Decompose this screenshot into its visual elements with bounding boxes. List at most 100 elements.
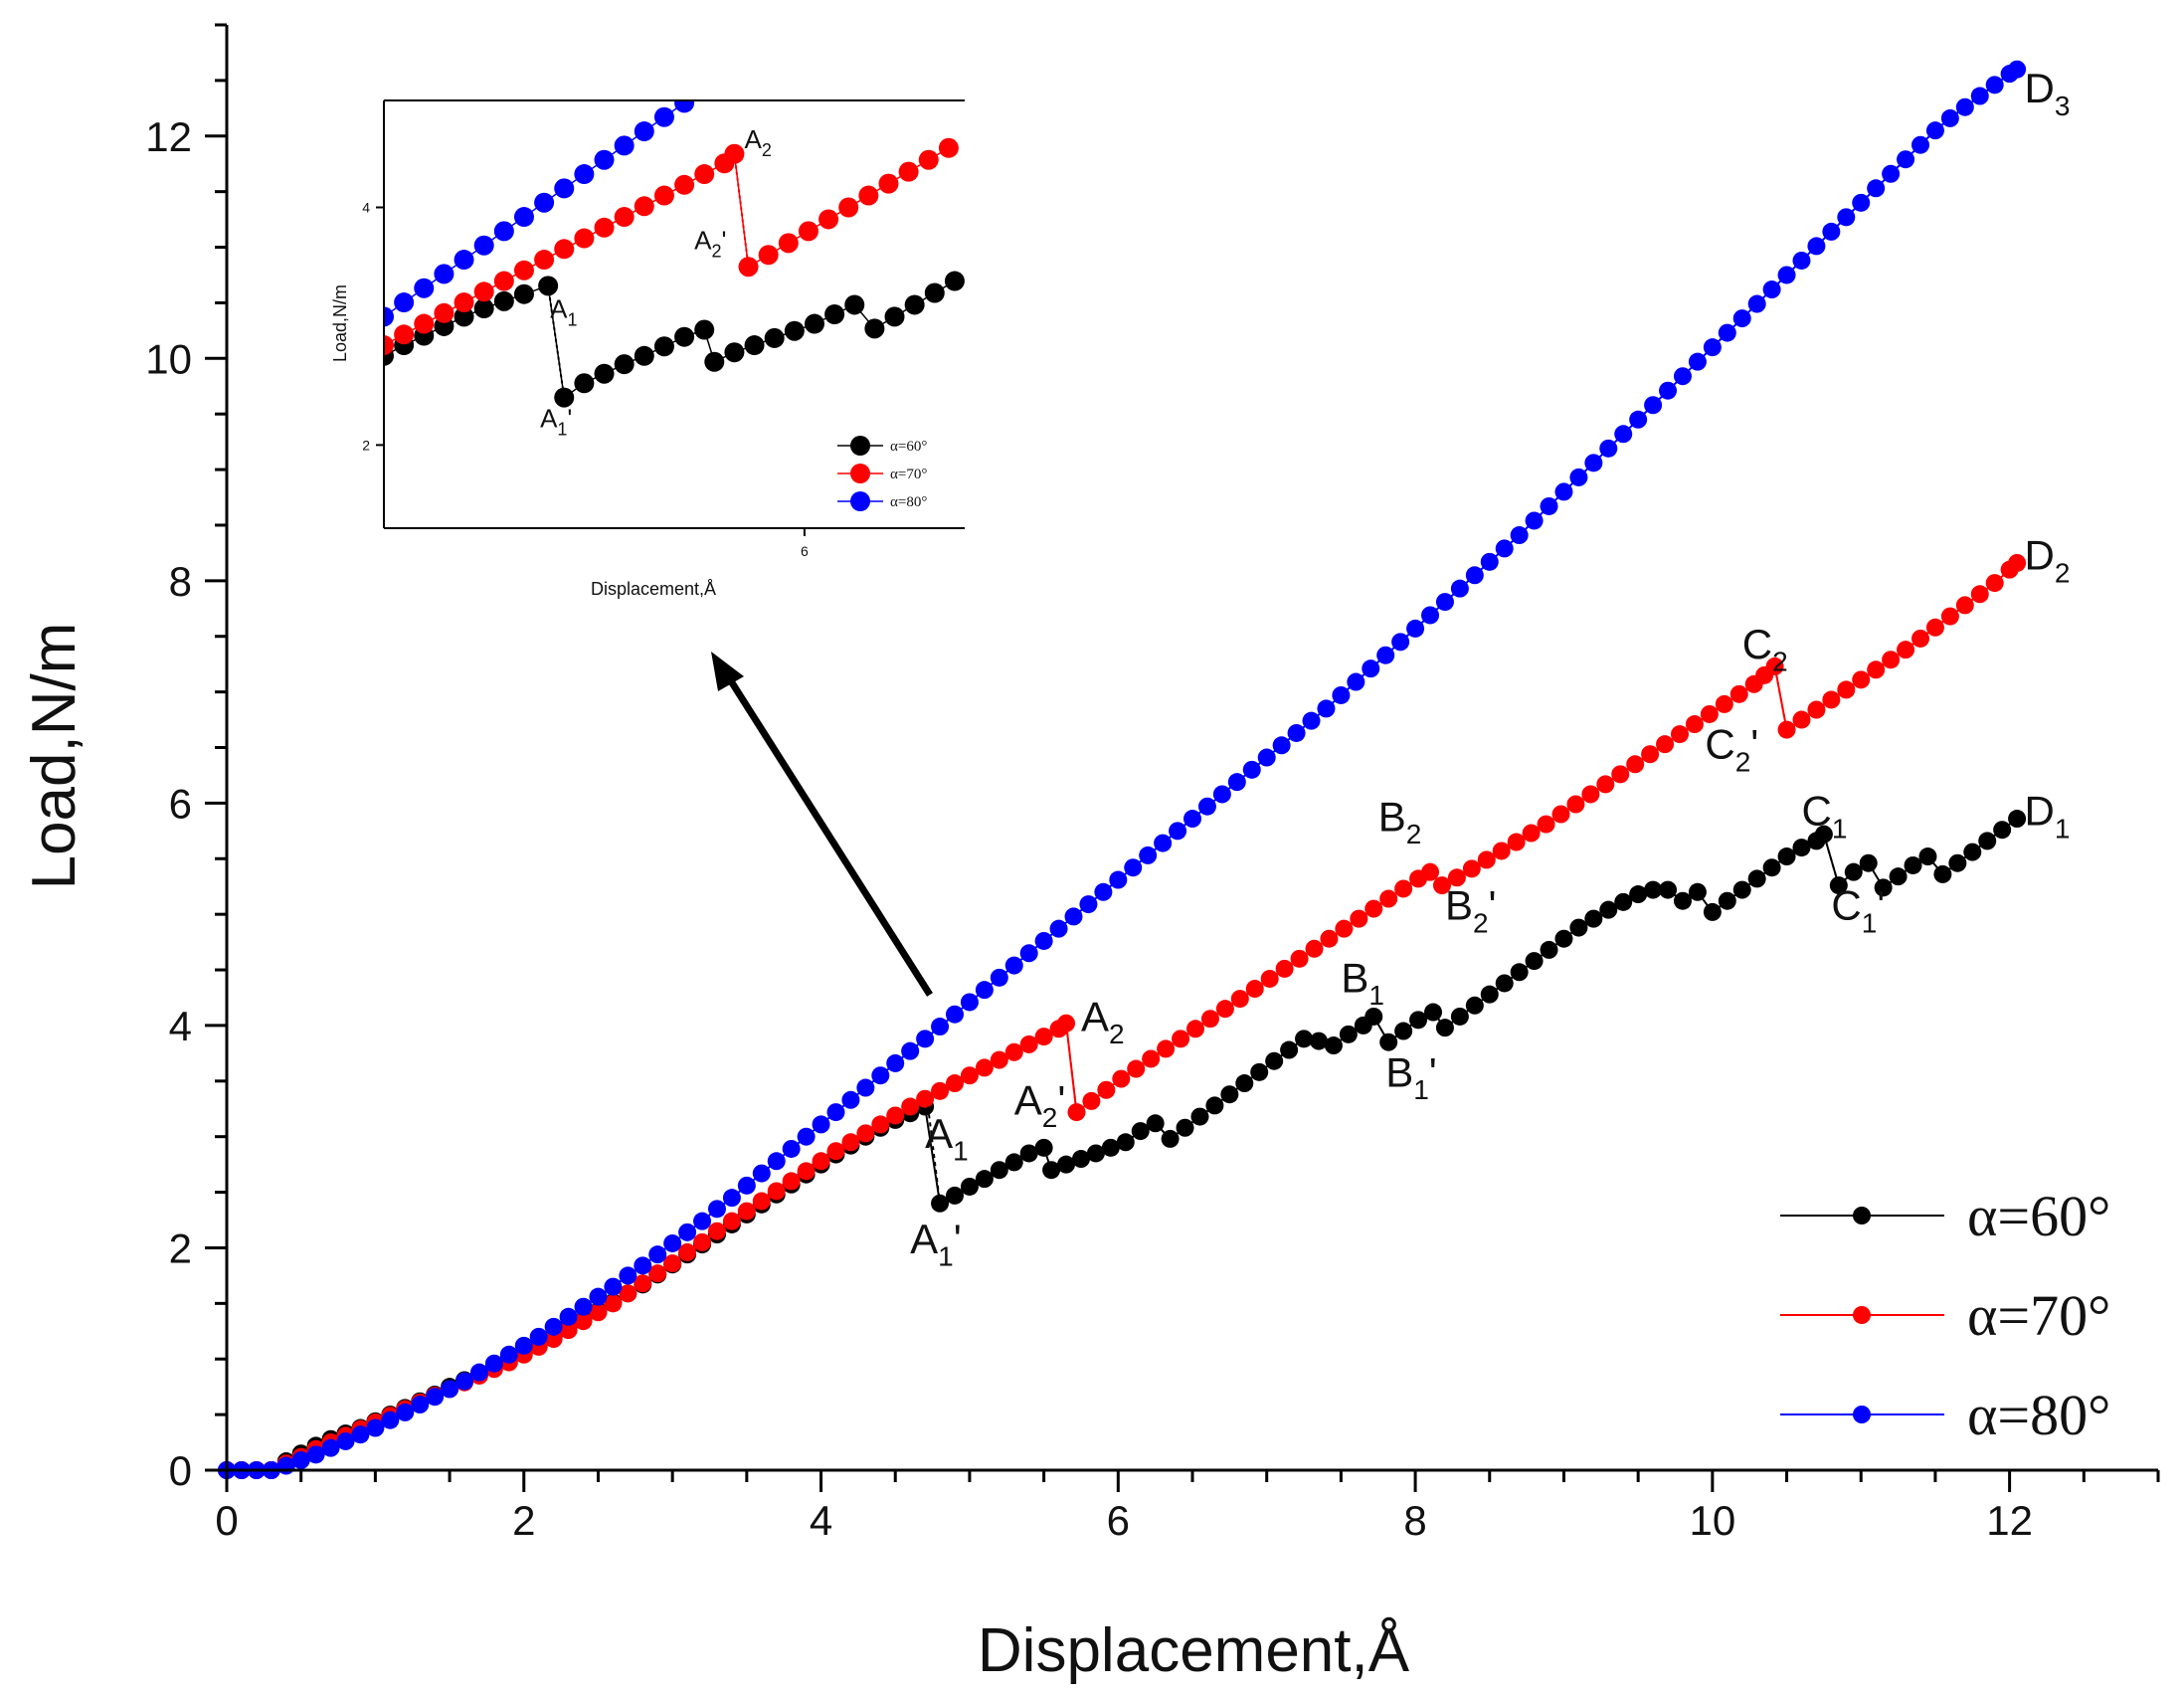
data-point [1049, 919, 1068, 938]
data-point [1897, 150, 1915, 169]
inset-data-point [674, 326, 695, 347]
x-tick-label: 12 [1986, 1497, 2033, 1544]
data-point [1309, 1032, 1328, 1050]
inset-data-point [819, 209, 839, 230]
data-point [797, 1162, 816, 1181]
data-point [1124, 858, 1143, 877]
data-point [1290, 949, 1309, 968]
data-point [752, 1164, 771, 1183]
inset-data-point [513, 207, 534, 228]
inset-legend-swatch-dot [850, 464, 870, 483]
data-point [1302, 711, 1321, 730]
inset-legend-item: α=80° [837, 491, 927, 511]
legend-swatch-dot [1853, 1406, 1871, 1423]
data-point [1450, 1007, 1469, 1026]
inset-data-point [758, 245, 779, 266]
data-point [1762, 858, 1781, 877]
data-point [707, 1200, 726, 1219]
data-point [678, 1223, 697, 1241]
data-point [1362, 659, 1380, 678]
inset-data-point [784, 320, 805, 341]
inset-data-point [858, 185, 879, 206]
inset-data-point [513, 260, 534, 281]
data-point [1970, 87, 1989, 105]
data-point [1139, 846, 1158, 864]
data-point [960, 1177, 979, 1196]
inset-y-tick-label: 4 [362, 200, 370, 216]
legend-label: α=70° [1967, 1283, 2110, 1348]
data-point [1447, 868, 1466, 887]
data-point [574, 1297, 593, 1316]
data-point [886, 1053, 905, 1072]
inset-series-2 [384, 137, 959, 356]
data-point [1584, 454, 1603, 472]
inset-data-point [653, 185, 674, 206]
data-point [1305, 939, 1324, 958]
annotation-C1-prime: C1' [1831, 882, 1885, 939]
data-point [1904, 855, 1922, 874]
annotation-A2-prime: A2' [1014, 1076, 1066, 1133]
data-point [1435, 593, 1454, 612]
data-point [1347, 672, 1365, 691]
data-point [693, 1212, 712, 1230]
inset-data-point [384, 306, 394, 327]
data-point [1335, 919, 1354, 938]
x-tick-label: 4 [810, 1497, 832, 1544]
data-point [1874, 878, 1893, 897]
data-point [1260, 969, 1279, 988]
data-point [2008, 60, 2027, 79]
data-point [336, 1431, 355, 1450]
legend-swatch-dot [1853, 1306, 1871, 1324]
y-tick-label: 12 [145, 113, 192, 160]
data-point [426, 1388, 445, 1407]
data-point [1465, 566, 1484, 585]
annotation-C1: C1 [1801, 788, 1847, 845]
data-point [1792, 710, 1811, 729]
data-point [1257, 748, 1276, 767]
data-point [1569, 468, 1588, 486]
data-point [1146, 1114, 1165, 1133]
inset-data-point [394, 292, 415, 313]
data-point [1852, 670, 1871, 689]
data-point [1265, 1051, 1284, 1070]
data-point [1365, 1007, 1383, 1026]
data-point [1421, 606, 1440, 625]
data-point [856, 1124, 875, 1143]
data-point [1569, 918, 1588, 937]
y-tick-label: 2 [169, 1224, 192, 1271]
data-point [1495, 974, 1514, 993]
inset-data-point [493, 221, 514, 242]
main-series-layer [218, 60, 2027, 1479]
data-point [1394, 879, 1413, 898]
data-point [1057, 1155, 1076, 1174]
data-point [990, 1050, 1008, 1069]
data-point [797, 1127, 816, 1146]
data-point [1933, 864, 1952, 883]
data-point [1235, 1074, 1254, 1093]
inset-data-point [534, 192, 555, 213]
data-point [975, 981, 994, 1000]
data-point [1365, 899, 1383, 918]
data-point [1599, 900, 1618, 919]
legend-item: α=70° [1780, 1283, 2110, 1348]
data-point [975, 1058, 994, 1077]
data-point [634, 1256, 652, 1275]
data-point [1918, 848, 1937, 866]
inset-data-point [898, 161, 919, 182]
data-point [1101, 1138, 1120, 1157]
data-point [1614, 892, 1633, 911]
data-point [841, 1133, 860, 1152]
data-point [589, 1287, 608, 1306]
data-point [1019, 1144, 1038, 1163]
annotation-C2-prime: C2' [1705, 721, 1758, 778]
data-point [1985, 76, 2004, 94]
data-point [1462, 859, 1481, 878]
data-point [1925, 618, 1944, 637]
data-point [1154, 834, 1173, 852]
inset-legend-swatch-dot [850, 491, 870, 511]
data-point [1525, 952, 1544, 971]
data-point [1320, 929, 1339, 948]
data-point [1673, 367, 1692, 386]
data-point [886, 1106, 905, 1125]
